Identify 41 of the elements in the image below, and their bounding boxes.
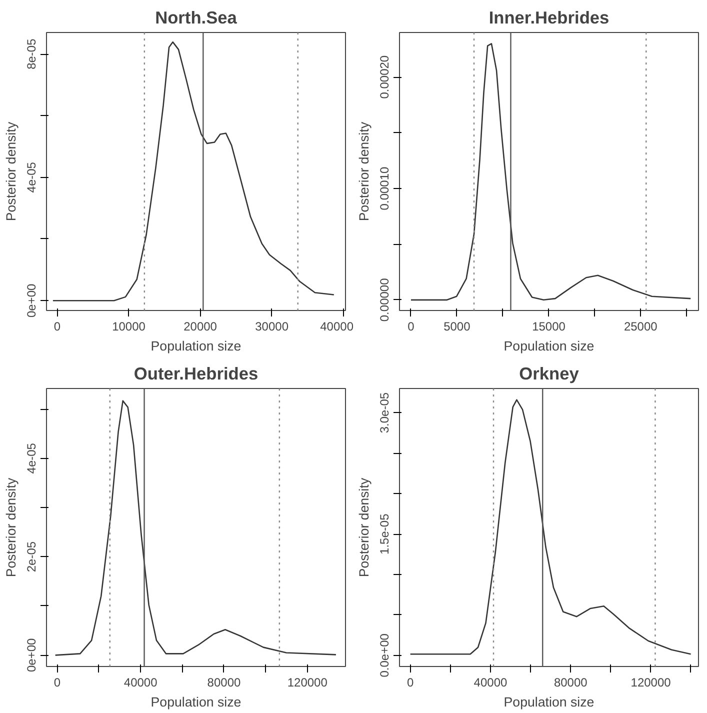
y-tick-label: 0.00010 xyxy=(378,166,392,210)
y-tick-label: 1.5e-05 xyxy=(378,513,392,554)
x-tick-label: 5000 xyxy=(444,320,471,334)
x-axis-title: Population size xyxy=(150,694,242,710)
y-tick-label: 0.00000 xyxy=(378,278,392,322)
x-tick-label: 40000 xyxy=(474,676,508,690)
chart-title: North.Sea xyxy=(155,8,238,28)
chart-title: Orkney xyxy=(519,364,580,384)
y-tick-label: 3.0e-05 xyxy=(378,392,392,434)
x-tick-label: 0 xyxy=(406,676,414,690)
x-tick-label: 15000 xyxy=(532,320,566,334)
x-tick-label: 40000 xyxy=(320,320,354,334)
x-axis-title: Population size xyxy=(150,338,242,354)
x-tick-label: 40000 xyxy=(124,676,158,690)
y-tick-label: 0.00020 xyxy=(378,55,392,99)
x-tick-label: 120000 xyxy=(630,676,672,690)
x-tick-label: 20000 xyxy=(184,320,218,334)
y-axis-title: Posterior density xyxy=(356,122,372,222)
y-tick-label: 0e+00 xyxy=(24,283,38,318)
x-tick-label: 0 xyxy=(54,676,61,690)
x-axis-title: Population size xyxy=(504,338,594,354)
y-axis-title: Posterior density xyxy=(356,478,372,578)
y-axis-title: Posterior density xyxy=(4,478,18,578)
y-tick-label: 2e-05 xyxy=(24,541,38,572)
y-tick-label: 0.0e+00 xyxy=(378,633,392,678)
x-tick-label: 80000 xyxy=(207,676,241,690)
x-tick-label: 30000 xyxy=(255,320,289,334)
x-tick-label: 80000 xyxy=(554,676,588,690)
x-tick-label: 0 xyxy=(408,320,415,334)
chart-title: Outer.Hebrides xyxy=(134,364,258,384)
x-tick-label: 25000 xyxy=(624,320,658,334)
chart-title: Inner.Hebrides xyxy=(488,8,610,28)
x-tick-label: 0 xyxy=(54,320,61,334)
y-tick-label: 0e+00 xyxy=(24,638,38,672)
y-axis-title: Posterior density xyxy=(4,122,18,222)
y-tick-label: 4e-05 xyxy=(24,162,38,193)
x-axis-title: Population size xyxy=(504,694,594,710)
y-tick-label: 8e-05 xyxy=(24,38,38,70)
x-tick-label: 120000 xyxy=(287,676,328,690)
y-tick-label: 4e-05 xyxy=(24,442,38,474)
x-tick-label: 10000 xyxy=(112,320,146,334)
